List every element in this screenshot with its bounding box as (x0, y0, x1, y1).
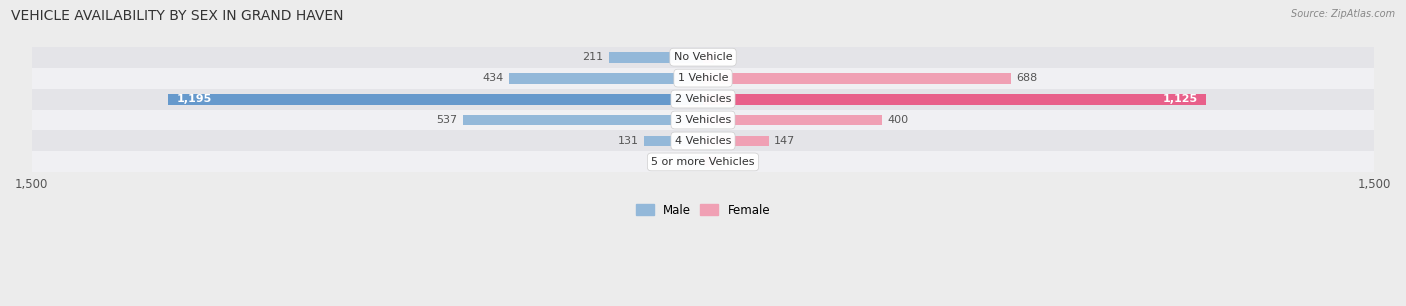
Text: 2 Vehicles: 2 Vehicles (675, 94, 731, 104)
Text: 400: 400 (887, 115, 908, 125)
Text: 1,125: 1,125 (1163, 94, 1198, 104)
Text: VEHICLE AVAILABILITY BY SEX IN GRAND HAVEN: VEHICLE AVAILABILITY BY SEX IN GRAND HAV… (11, 9, 343, 23)
Text: 34: 34 (724, 157, 738, 167)
Text: 131: 131 (619, 136, 638, 146)
Legend: Male, Female: Male, Female (631, 199, 775, 221)
Text: 3 Vehicles: 3 Vehicles (675, 115, 731, 125)
Bar (703, 156, 718, 167)
Text: 688: 688 (1017, 73, 1038, 83)
Bar (678, 156, 703, 167)
Bar (32, 47, 1374, 68)
Bar (169, 94, 703, 105)
Bar (32, 151, 1374, 172)
Text: 434: 434 (482, 73, 503, 83)
Text: 5 or more Vehicles: 5 or more Vehicles (651, 157, 755, 167)
Bar (703, 73, 1011, 84)
Text: No Vehicle: No Vehicle (673, 52, 733, 62)
Bar (32, 130, 1374, 151)
Bar (32, 68, 1374, 88)
Bar (703, 94, 1206, 105)
Bar (609, 52, 703, 63)
Text: 24: 24 (718, 52, 734, 62)
Text: 211: 211 (582, 52, 603, 62)
Bar (32, 110, 1374, 130)
Text: 1,195: 1,195 (177, 94, 212, 104)
Bar (703, 114, 882, 125)
Text: 147: 147 (775, 136, 796, 146)
Bar (703, 52, 714, 63)
Bar (644, 136, 703, 147)
Text: 4 Vehicles: 4 Vehicles (675, 136, 731, 146)
Bar (32, 88, 1374, 110)
Bar (463, 114, 703, 125)
Text: Source: ZipAtlas.com: Source: ZipAtlas.com (1291, 9, 1395, 19)
Text: 1 Vehicle: 1 Vehicle (678, 73, 728, 83)
Bar (703, 136, 769, 147)
Text: 537: 537 (436, 115, 457, 125)
Bar (509, 73, 703, 84)
Text: 56: 56 (658, 157, 672, 167)
